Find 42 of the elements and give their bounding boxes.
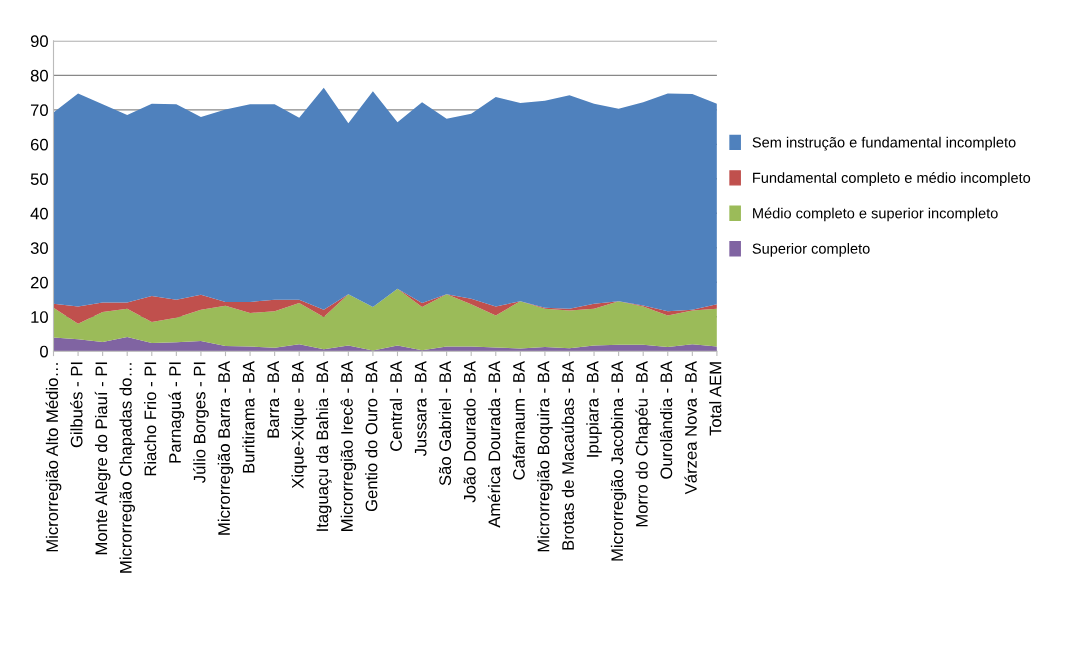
x-tick-label: Microrregião Boquira - BA — [537, 360, 553, 552]
legend-label: Médio completo e superior incompleto — [753, 207, 998, 222]
x-tick-label: Brotas de Macaúbas - BA — [561, 360, 574, 550]
x-tick-label: Buritirama - BA — [242, 361, 255, 473]
x-tick-label: Jussara - BA — [414, 361, 427, 457]
x-tick-label: Parnaguá - PI — [168, 362, 185, 463]
x-tick-label: Monte Alegre do Piauí - PI — [94, 362, 111, 555]
x-tick-label: Morro do Chapéu - BA — [635, 360, 652, 527]
x-tick-label: América Dourada - BA — [487, 360, 501, 528]
legend-label: Sem instrução e fundamental incompleto — [752, 136, 1016, 151]
x-tick-label: Cafarnaum - BA — [512, 361, 525, 480]
legend-label: Superior completo — [752, 243, 870, 257]
x-tick-label: Microrregião Jacobina - BA — [610, 360, 627, 561]
y-tick-label: 70 — [30, 104, 48, 117]
x-tick-label: Ipupiara - BA — [586, 361, 602, 457]
y-tick-label: 90 — [30, 35, 48, 48]
x-tick-label: Gilbués - PI — [70, 362, 83, 448]
legend-label: Fundamental completo e médio incompleto — [753, 172, 1031, 186]
x-tick-label: São Gabriel - BA — [438, 361, 452, 486]
x-tick-label: Microrregião Irecê - BA — [340, 360, 357, 531]
x-tick-label: Ourolândia - BA — [659, 361, 673, 479]
x-tick-label: Gentio do Ouro - BA — [365, 360, 378, 512]
y-tick-label: 0 — [40, 345, 48, 358]
x-tick-label: Microrregião Alto Médio… — [45, 363, 62, 552]
y-tick-label: 30 — [30, 242, 48, 254]
y-tick-label: 20 — [30, 276, 48, 289]
y-tick-label: 80 — [30, 69, 48, 82]
y-tick-label: 40 — [30, 207, 48, 220]
x-tick-label: Júlio Borges - PI — [193, 362, 209, 483]
y-tick-label: 50 — [30, 173, 48, 186]
x-tick-label: João Dourado - BA — [463, 360, 476, 503]
x-tick-label: Itaguaçu da Bahia - BA — [315, 360, 332, 531]
y-tick-label: 60 — [30, 138, 48, 151]
x-tick-label: Central - BA — [389, 361, 402, 451]
x-tick-label: Total AEM — [709, 362, 722, 436]
x-tick-label: Riacho Frio - PI — [144, 362, 157, 476]
x-tick-label: Microrregião Chapadas do… — [119, 363, 135, 573]
x-tick-label: Xique-Xique - BA — [291, 361, 307, 489]
x-tick-label: Várzea Nova - BA — [684, 361, 697, 495]
y-tick-label: 10 — [31, 311, 48, 323]
x-tick-label: Microrregião Barra - BA — [217, 360, 234, 535]
x-tick-label: Barra - BA — [267, 361, 280, 438]
